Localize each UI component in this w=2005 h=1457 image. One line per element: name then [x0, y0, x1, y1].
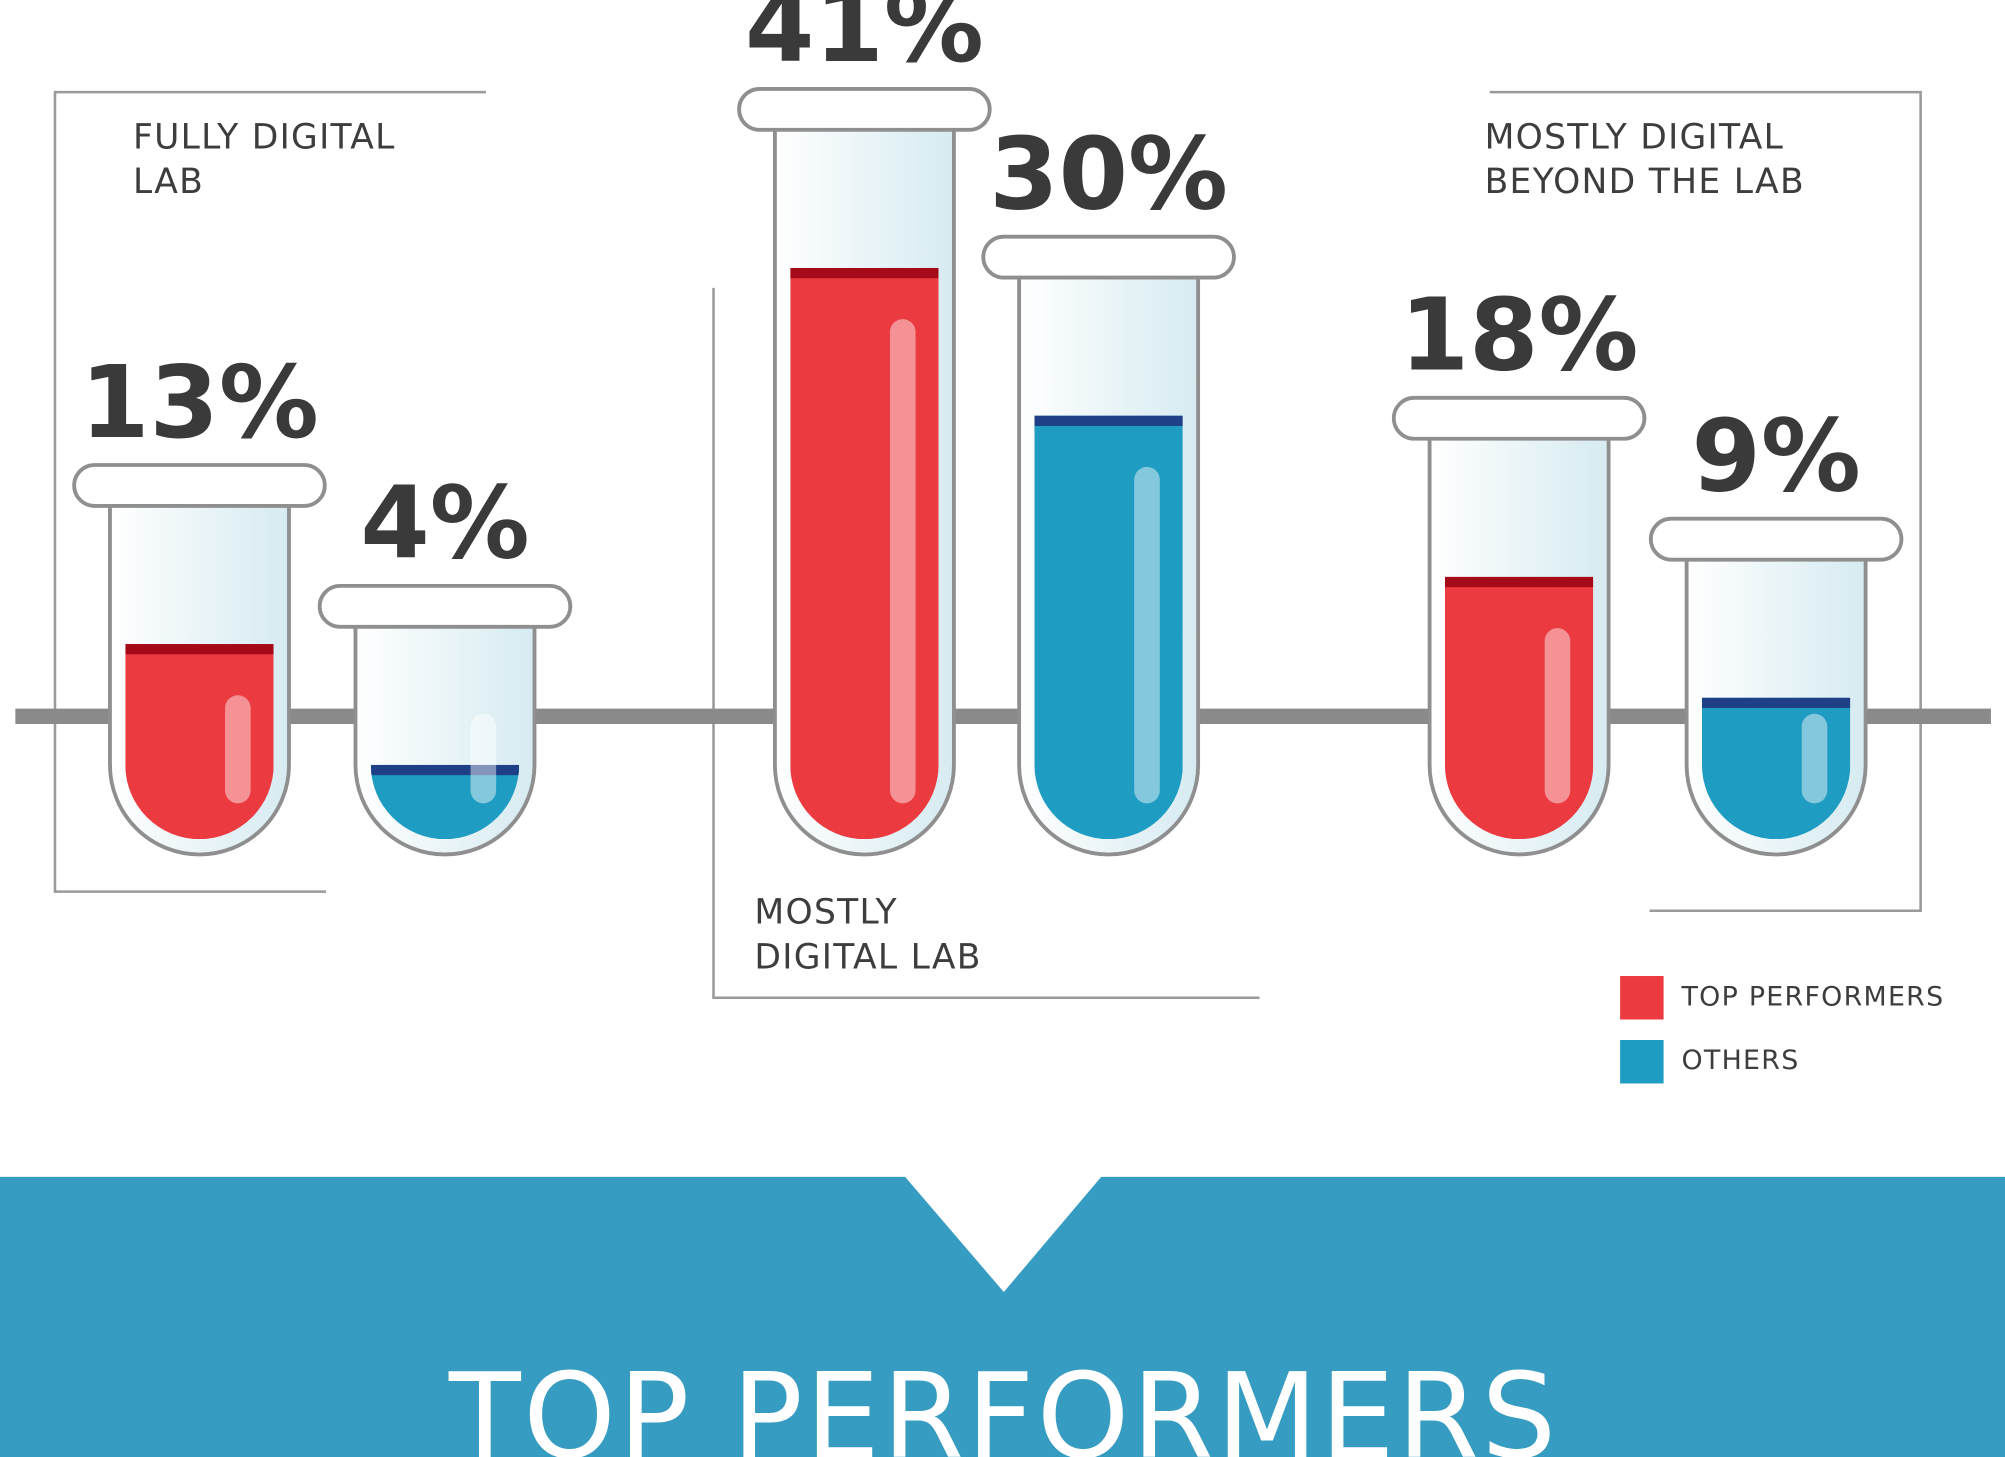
highlight [470, 713, 497, 804]
highlight [1544, 628, 1571, 804]
liquid-surface [1444, 576, 1594, 588]
value-label: 4% [360, 465, 529, 582]
liquid-surface [1701, 697, 1851, 709]
banner-notch [904, 1175, 1103, 1292]
tube-rim [1391, 395, 1647, 441]
legend-label: OTHERS [1681, 1045, 1799, 1076]
category-label: MOSTLY DIGITAL LAB [754, 892, 982, 978]
value-label: 41% [745, 0, 984, 85]
value-label: 30% [989, 115, 1228, 232]
liquid-surface [790, 267, 939, 279]
category-label: MOSTLY DIGITAL BEYOND THE LAB [1484, 117, 1805, 203]
tube-rim [317, 583, 573, 629]
legend-label: TOP PERFORMERS [1680, 981, 1944, 1012]
category-label: FULLY DIGITAL LAB [132, 117, 396, 203]
tube-rim [737, 86, 992, 132]
tube-rim [72, 463, 327, 508]
highlight [1801, 713, 1828, 804]
liquid-surface [125, 644, 274, 655]
liquid [1701, 697, 1851, 840]
liquid [1444, 576, 1594, 840]
legend: TOP PERFORMERS OTHERS [1620, 976, 1944, 1084]
liquid-surface [370, 764, 520, 776]
highlight [1134, 466, 1160, 804]
banner-title: TOP PERFORMERS [448, 1348, 1559, 1457]
liquid [125, 644, 274, 840]
bracket [712, 287, 1260, 1000]
legend-swatch [1620, 976, 1664, 1020]
bracket [1489, 90, 1922, 913]
brackets [53, 90, 1922, 1000]
value-label: 9% [1691, 398, 1860, 515]
bracket [53, 90, 486, 893]
liquid [1034, 415, 1183, 840]
liquid [790, 267, 939, 840]
highlight [225, 695, 251, 804]
legend-swatch [1620, 1039, 1664, 1084]
highlight [889, 319, 916, 804]
value-label: 18% [1400, 277, 1639, 394]
tube-rim [981, 234, 1236, 280]
liquid-surface [1034, 415, 1183, 426]
value-label: 13% [80, 344, 319, 461]
tubes: 13% 41% 18% 4% 30% 9% [72, 0, 1904, 857]
tube-rim [1648, 516, 1904, 562]
